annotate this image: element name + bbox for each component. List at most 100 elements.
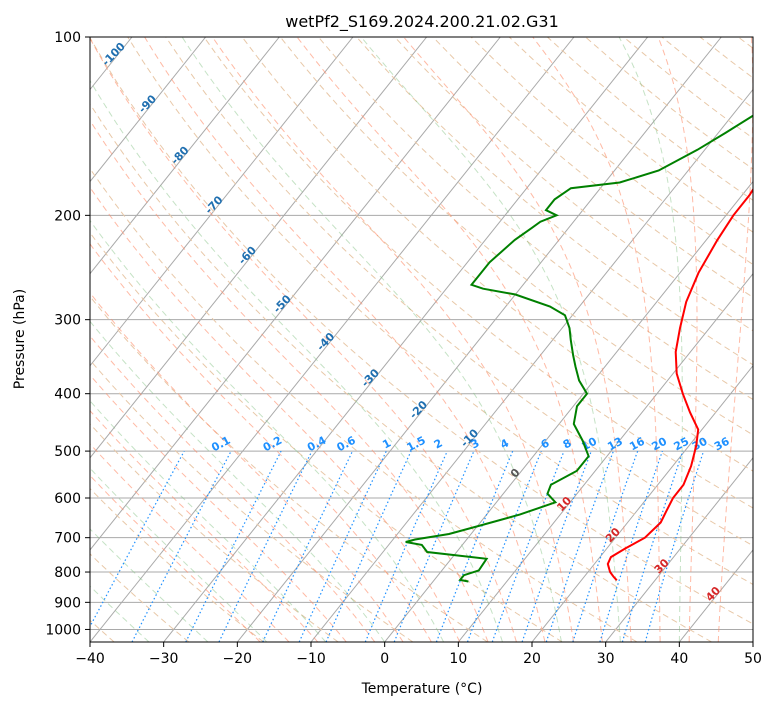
mixing-ratio-label: 20 xyxy=(649,435,669,454)
saturated-adiabat xyxy=(90,467,268,642)
mixing-ratio-label: 25 xyxy=(672,435,692,454)
x-tick-label: 10 xyxy=(449,651,467,667)
moist-adiabat xyxy=(90,37,517,642)
mixing-ratio-label: 10 xyxy=(579,435,599,454)
y-tick-label: 100 xyxy=(54,30,81,46)
moist-adiabat xyxy=(296,37,603,642)
dry-adiabat xyxy=(90,553,190,642)
x-tick-label: 30 xyxy=(597,651,615,667)
dry-adiabat xyxy=(127,37,753,586)
dry-adiabat xyxy=(90,295,488,642)
y-tick-label: 400 xyxy=(54,387,81,403)
y-tick-label: 300 xyxy=(54,313,81,329)
dry-adiabat xyxy=(90,231,563,642)
chart-title: wetPf2_S169.2024.200.21.02.G31 xyxy=(285,12,559,32)
isotherm-gridline xyxy=(90,37,428,459)
plot-frame xyxy=(89,36,754,643)
isotherm-gridline xyxy=(384,180,753,642)
mixing-ratio-line xyxy=(466,450,542,642)
x-tick-label: −30 xyxy=(149,651,179,667)
moist-adiabat xyxy=(90,474,261,642)
mixing-ratio-line xyxy=(621,450,684,642)
dry-adiabat xyxy=(356,37,753,366)
isotherm-gridline xyxy=(457,272,753,642)
y-tick-label: 900 xyxy=(54,595,81,611)
isotherm-gridline xyxy=(163,37,649,642)
mixing-ratio-label: 16 xyxy=(627,435,647,454)
moist-adiabat xyxy=(90,243,432,642)
mixing-ratio-line xyxy=(599,450,663,642)
saturated-adiabat xyxy=(360,37,621,642)
isotherm-gridline xyxy=(90,37,280,275)
dry-adiabat xyxy=(318,37,753,401)
isotherm-gridline xyxy=(236,37,722,642)
mixing-ratio-line xyxy=(521,450,592,642)
saturated-adiabat xyxy=(181,37,562,642)
mixing-ratio-line xyxy=(393,450,475,642)
dry-adiabat xyxy=(394,37,753,332)
x-tick-label: −40 xyxy=(75,651,105,667)
temperature-line xyxy=(606,187,753,581)
mixing-ratio-line xyxy=(90,450,185,628)
mixing-ratio-line xyxy=(572,450,639,642)
y-tick-label: 600 xyxy=(54,491,81,507)
moist-adiabat xyxy=(144,37,546,642)
mixing-ratio-line xyxy=(325,450,412,642)
x-axis: −40 −30 −20 −10 0 10 20 30 40 50 xyxy=(75,642,762,667)
dry-adiabat xyxy=(90,37,753,625)
saturated-adiabat xyxy=(90,79,503,642)
moist-adiabat xyxy=(403,37,632,642)
dry-adiabat xyxy=(165,37,753,547)
moist-adiabat xyxy=(717,37,753,642)
x-tick-label: 50 xyxy=(744,651,762,667)
mixing-ratio-line xyxy=(364,450,448,642)
x-tick-label: −20 xyxy=(223,651,253,667)
dewpoint-line xyxy=(405,114,753,583)
isotherm-gridline xyxy=(90,37,207,183)
dry-adiabat xyxy=(90,167,638,642)
mixing-ratio-label: 13 xyxy=(605,435,625,454)
moist-adiabat xyxy=(90,443,290,642)
x-tick-label: 0 xyxy=(380,651,389,667)
mixing-ratio-line xyxy=(435,450,514,642)
mixing-ratio-line xyxy=(185,450,282,642)
saturated-adiabat xyxy=(90,585,150,642)
moist-adiabat xyxy=(90,335,376,642)
isotherm-gridline xyxy=(90,37,501,551)
y-tick-label: 800 xyxy=(54,565,81,581)
y-tick-label: 200 xyxy=(54,208,81,224)
x-tick-label: 40 xyxy=(670,651,688,667)
saturated-adiabat xyxy=(90,219,445,642)
dry-adiabat xyxy=(90,359,414,642)
dry-adiabat xyxy=(90,423,339,642)
x-tick-label: −10 xyxy=(296,651,326,667)
x-tick-label: 20 xyxy=(523,651,541,667)
isotherm-gridline xyxy=(90,37,575,642)
isotherm-gridline xyxy=(605,457,753,642)
moist-adiabat xyxy=(211,37,575,642)
y-tick-label: 500 xyxy=(54,444,81,460)
moist-adiabat xyxy=(90,292,404,642)
moist-adiabat xyxy=(90,186,461,642)
isotherm-gridline xyxy=(531,364,753,642)
mixing-ratio-line xyxy=(545,450,614,642)
y-axis: 100 200 300 400 500 600 700 800 900 1000 xyxy=(45,30,90,638)
mixing-ratio-line xyxy=(644,450,705,642)
mixing-ratio-label: 36 xyxy=(712,435,732,454)
dry-adiabat xyxy=(90,103,712,642)
moist-adiabat xyxy=(90,119,489,642)
isotherm-gridline xyxy=(90,37,354,367)
dry-adiabat xyxy=(203,37,753,509)
y-axis-label: Pressure (hPa) xyxy=(12,289,28,389)
y-tick-label: 1000 xyxy=(45,622,81,638)
moist-adiabat xyxy=(532,37,661,642)
saturated-adiabat xyxy=(90,320,386,642)
saturated-adiabat xyxy=(90,528,209,642)
y-tick-label: 700 xyxy=(54,531,81,547)
moist-adiabat xyxy=(90,374,347,642)
moist-adiabat xyxy=(657,37,698,642)
x-axis-label: Temperature (°C) xyxy=(361,681,483,697)
